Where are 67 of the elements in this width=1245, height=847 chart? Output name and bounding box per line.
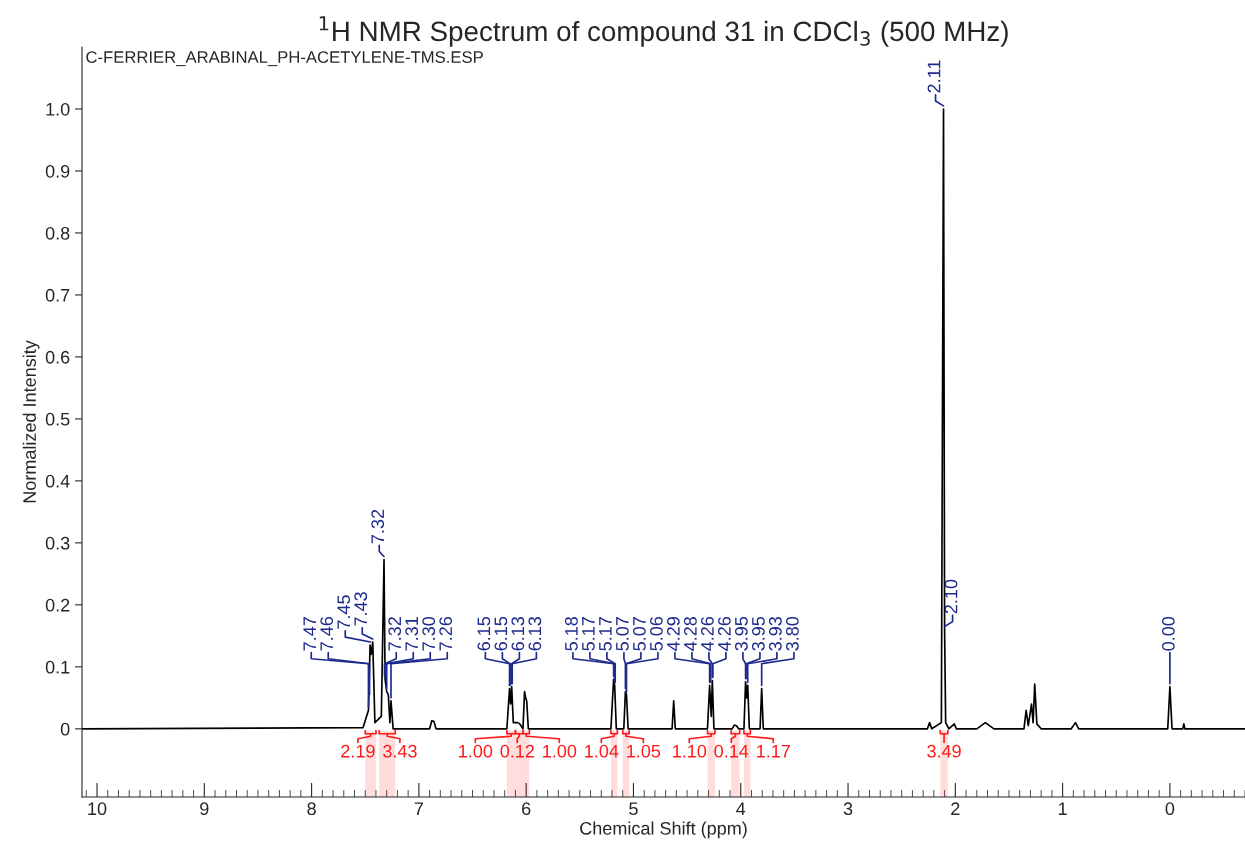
annotation: 5.06 xyxy=(649,616,663,651)
band-label: 0.14 xyxy=(714,744,749,758)
annotation: 4.26 xyxy=(717,616,731,651)
annotation: 7.47 xyxy=(303,617,316,651)
y-axis-title: Normalized Intensity xyxy=(22,340,40,503)
band-label: 1.00 xyxy=(459,744,493,758)
annotation: 4.29 xyxy=(666,617,680,651)
annotation: 6.15 xyxy=(494,616,508,651)
annotation: 5.07 xyxy=(632,617,646,651)
annotation: 7.31 xyxy=(405,617,419,651)
band-label: 1.00 xyxy=(543,744,577,758)
y-tick-label: 0.3 xyxy=(45,536,70,550)
annotation: 6.15 xyxy=(477,616,491,651)
x-tick-label: 5 xyxy=(629,802,638,816)
band-label: 2.19 xyxy=(341,744,375,758)
annotation: 0.00 xyxy=(1161,616,1175,651)
x-tick-label: 1 xyxy=(1058,802,1067,815)
x-tick-label: 2 xyxy=(951,802,960,815)
annotation: 7.30 xyxy=(422,616,436,651)
annotation: 7.32 xyxy=(371,509,385,544)
annotation: 6.13 xyxy=(511,616,525,651)
y-tick-label: 0.7 xyxy=(45,288,70,302)
annotation: 6.13 xyxy=(528,616,542,651)
y-tick-label: 0.4 xyxy=(45,474,70,488)
x-tick-label: 6 xyxy=(522,802,531,816)
annotation: 7.45 xyxy=(337,595,351,629)
annotation: 7.26 xyxy=(439,616,453,651)
x-tick-label: 3 xyxy=(843,802,853,816)
x-tick-label: 7 xyxy=(414,802,423,815)
annotation: 4.26 xyxy=(700,616,714,651)
band-label: 1.17 xyxy=(757,744,790,758)
y-tick-label: 0.6 xyxy=(45,350,70,364)
band-label: 3.49 xyxy=(927,744,961,758)
annotation: 2.10 xyxy=(944,579,958,614)
y-tick-label: 0.5 xyxy=(45,412,70,426)
annotation: 3.93 xyxy=(768,616,782,651)
band-label: 1.10 xyxy=(673,744,707,758)
x-tick-label: 10 xyxy=(88,802,107,816)
x-tick-label: 0 xyxy=(1165,802,1175,816)
band-label: 1.05 xyxy=(627,744,661,758)
band-label: 3.43 xyxy=(383,744,417,758)
annotation: 7.43 xyxy=(354,592,368,626)
x-axis-title: Chemical Shift (ppm) xyxy=(580,821,747,839)
chart-title: $^{1}$H NMR Spectrum of compound 31 in CDCl$_{3}$ (500 MHz) xyxy=(319,16,1008,47)
annotation: 3.80 xyxy=(785,616,799,651)
annotation: 7.32 xyxy=(388,617,402,651)
y-tick-label: 0.9 xyxy=(45,164,70,178)
y-tick-label: 1.0 xyxy=(46,102,70,116)
y-tick-label: 0.8 xyxy=(45,226,70,240)
y-tick-label: 0 xyxy=(60,722,70,736)
y-tick-label: 0.2 xyxy=(45,598,70,612)
annotation: 5.17 xyxy=(599,617,612,651)
annotation: 3.95 xyxy=(751,616,765,651)
annotation: 3.95 xyxy=(734,616,748,651)
x-tick-label: 8 xyxy=(307,802,316,816)
annotation: 2.11 xyxy=(927,60,941,93)
annotation: 5.17 xyxy=(582,617,595,651)
band-label: 1.04 xyxy=(585,744,619,758)
annotation: 5.07 xyxy=(615,617,629,651)
x-tick-label: 9 xyxy=(200,802,209,816)
y-tick-label: 0.1 xyxy=(45,660,70,674)
annotation: 7.46 xyxy=(320,616,334,651)
annotation: C-FERRIER_ARABINAL_PH-ACETYLENE-TMS.ESP xyxy=(86,51,483,67)
annotation: 5.18 xyxy=(564,616,578,651)
annotation: 4.28 xyxy=(683,616,697,651)
band-label: 0.12 xyxy=(500,744,534,758)
x-tick-label: 4 xyxy=(736,802,746,815)
